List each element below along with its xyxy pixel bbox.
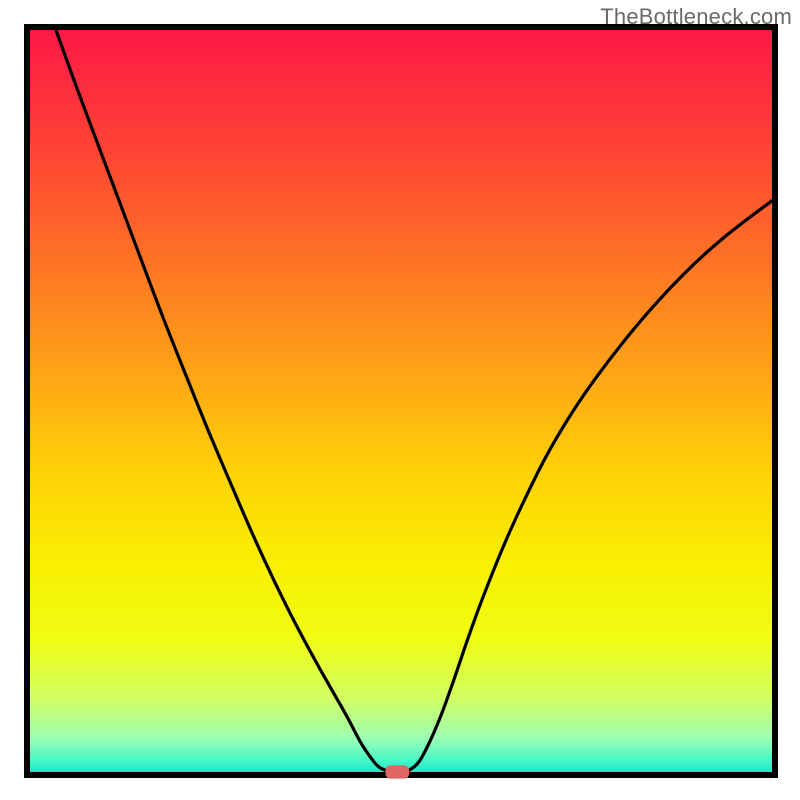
gradient-background xyxy=(30,30,772,772)
chart-svg xyxy=(0,0,800,800)
watermark-label: TheBottleneck.com xyxy=(600,4,792,30)
bottleneck-chart: TheBottleneck.com xyxy=(0,0,800,800)
optimal-point-marker xyxy=(385,765,409,778)
